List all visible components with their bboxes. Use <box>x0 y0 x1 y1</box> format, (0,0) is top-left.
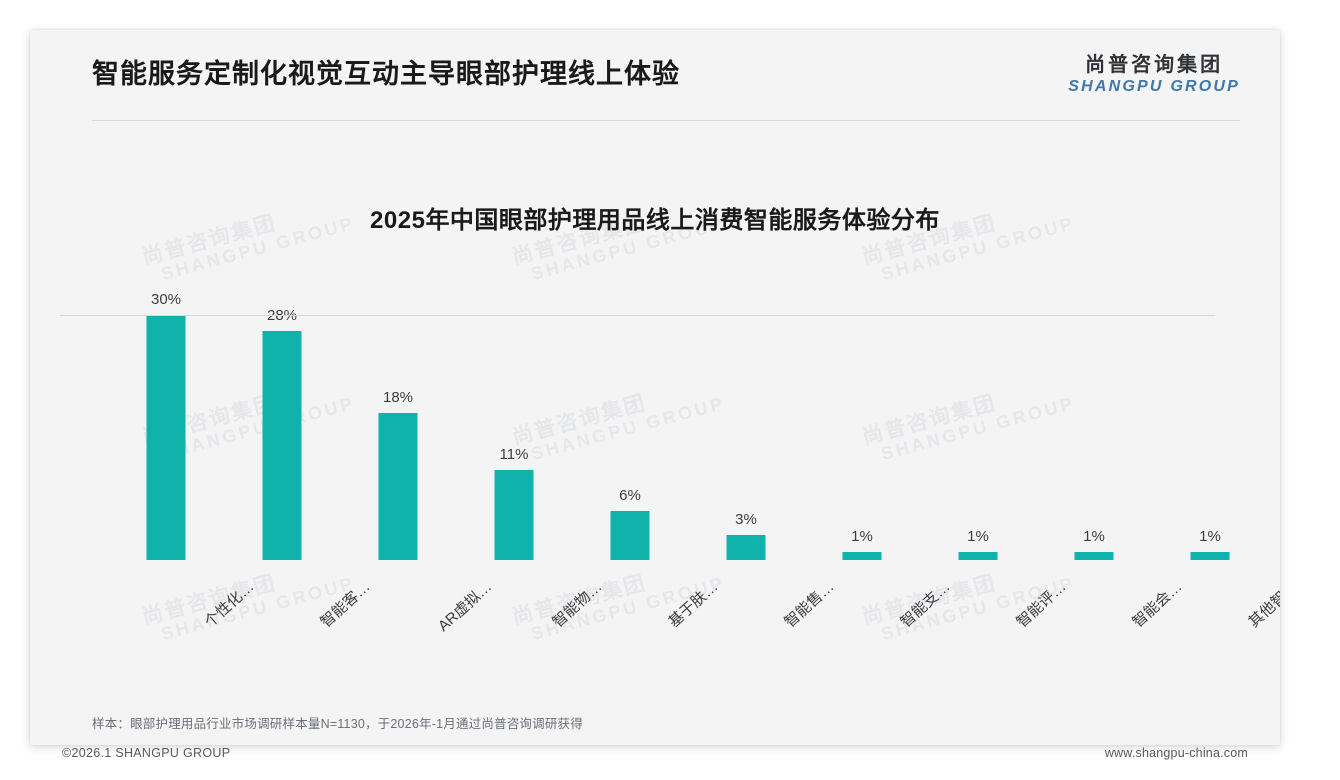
bar[interactable] <box>726 535 766 560</box>
bar-value-label: 1% <box>1199 528 1221 545</box>
bar[interactable] <box>262 331 302 560</box>
x-axis-label: 智能客… <box>317 578 374 632</box>
slide-footer: ©2026.1 SHANGPU GROUP www.shangpu-china.… <box>30 746 1280 776</box>
bar-value-label: 11% <box>499 446 529 463</box>
bar-group: 30% <box>108 275 224 560</box>
bar-group: 28% <box>224 275 340 560</box>
x-axis-line <box>60 315 1215 316</box>
brand-logo-cn: 尚普咨询集团 <box>1085 54 1224 76</box>
bar-group: 1% <box>1152 275 1268 560</box>
bar[interactable] <box>494 470 534 560</box>
chart-title: 2025年中国眼部护理用品线上消费智能服务体验分布 <box>370 207 940 234</box>
x-axis-label: 其他智… <box>1245 578 1280 632</box>
bar-group: 3% <box>688 275 804 560</box>
x-axis-label: AR虚拟… <box>434 578 496 635</box>
slide-header: 智能服务定制化视觉互动主导眼部护理线上体验 尚普咨询集团 SHANGPU GRO… <box>30 30 1280 121</box>
x-axis-label: 智能物… <box>549 578 606 632</box>
bar-chart-plot: 30% 28% 18% 11% 6% 3% 1% 1% 1% 1% <box>78 270 1268 560</box>
x-axis-label: 基于肤… <box>665 578 722 632</box>
bar[interactable] <box>1190 552 1230 560</box>
bar-group: 1% <box>920 275 1036 560</box>
x-axis-label: 智能支… <box>897 578 954 632</box>
bar-value-label: 1% <box>851 528 873 545</box>
bar-value-label: 1% <box>1083 528 1105 545</box>
bar-value-label: 18% <box>382 389 414 406</box>
bar[interactable] <box>610 511 650 560</box>
bar[interactable] <box>1074 552 1114 560</box>
x-axis-label: 智能评… <box>1013 578 1070 632</box>
x-axis-label: 智能会… <box>1129 578 1186 632</box>
bar-value-label: 3% <box>735 511 757 528</box>
bar[interactable] <box>842 552 882 560</box>
header-divider <box>92 120 1240 121</box>
bar-group: 1% <box>804 275 920 560</box>
website-link[interactable]: www.shangpu-china.com <box>1104 746 1248 760</box>
bar-group: 11% <box>456 275 572 560</box>
brand-logo-en: SHANGPU GROUP <box>1068 78 1240 95</box>
bar[interactable] <box>146 315 186 560</box>
slide-card: 尚普咨询集团 SHANGPU GROUP 尚普咨询集团 SHANGPU GROU… <box>30 30 1280 745</box>
bar-value-label: 1% <box>967 528 989 545</box>
x-axis-labels: 个性化… 智能客… AR虚拟… 智能物… 基于肤… 智能售… 智能支… 智能评… 智能会… 其他智… <box>78 560 1280 670</box>
bar[interactable] <box>958 552 998 560</box>
bar-group: 6% <box>572 275 688 560</box>
page-title: 智能服务定制化视觉互动主导眼部护理线上体验 <box>92 59 680 89</box>
x-axis-label: 智能售… <box>781 578 838 632</box>
copyright-text: ©2026.1 SHANGPU GROUP <box>62 746 231 760</box>
bar-group: 18% <box>340 275 456 560</box>
sample-footnote: 样本：眼部护理用品行业市场调研样本量N=1130，于2026年-1月通过尚普咨询… <box>92 717 583 731</box>
brand-logo: 尚普咨询集团 SHANGPU GROUP <box>1068 54 1240 96</box>
x-axis-label: 个性化… <box>201 578 258 632</box>
bar[interactable] <box>378 413 418 560</box>
bar-value-label: 6% <box>619 487 641 504</box>
bar-group: 1% <box>1036 275 1152 560</box>
bar-value-label: 30% <box>150 291 182 308</box>
